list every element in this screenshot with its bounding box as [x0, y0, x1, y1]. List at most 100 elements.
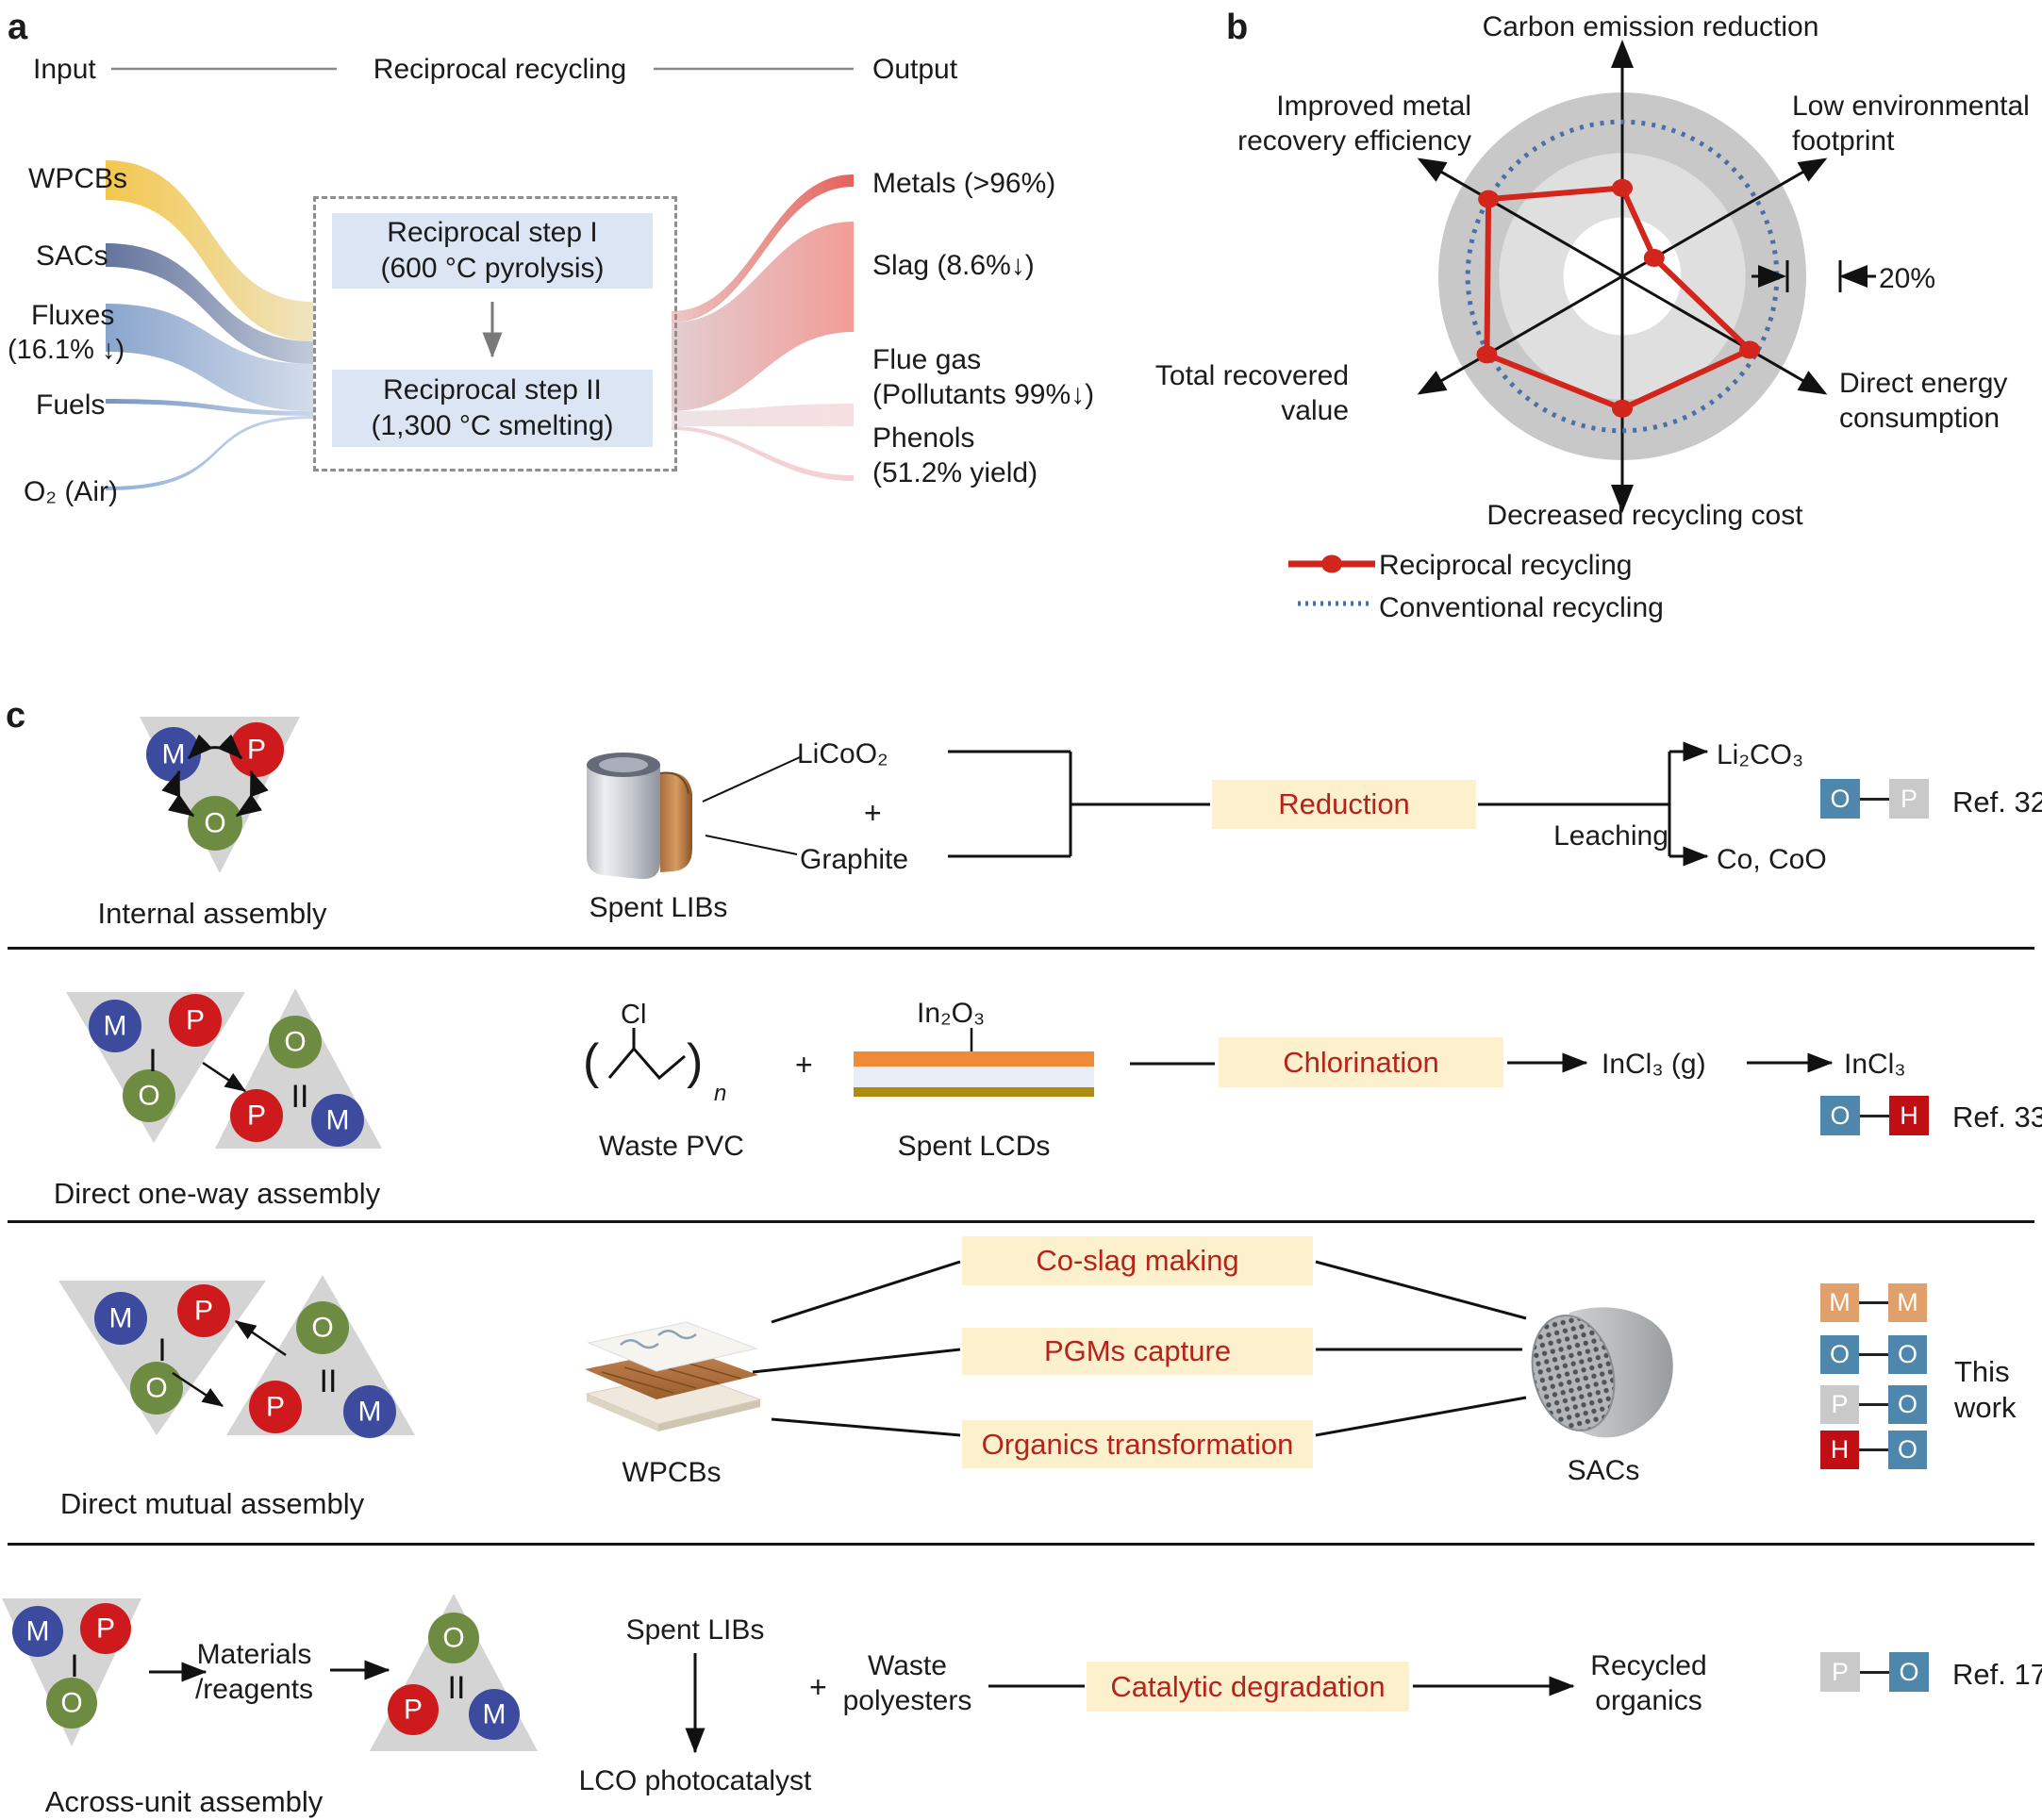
panel-a-label: a [8, 8, 28, 47]
element-square-p: P [1820, 1652, 1860, 1692]
assembly-label-across-unit: Across-unit assembly [44, 1785, 324, 1818]
bond-line [1859, 1448, 1888, 1451]
bond-pair-row4: P O [1820, 1652, 1929, 1692]
svg-text:P: P [194, 1296, 213, 1327]
spent-libs-battery-icon [587, 753, 692, 880]
node-m-letter: M [162, 739, 186, 770]
output-label-metals: Metals (>96%) [872, 168, 1056, 199]
leaching-label: Leaching [1553, 820, 1668, 852]
row-separator-3 [8, 1543, 2034, 1546]
graphite-pointer [705, 835, 798, 855]
plus-row2: + [795, 1048, 813, 1082]
input-label-fuels: Fuels [36, 389, 106, 421]
element-square-o: O [1820, 1335, 1859, 1374]
axis-direct-energy: Direct energy consumption [1839, 368, 2008, 434]
waste-polyesters-label: Waste polyesters [842, 1650, 972, 1716]
incl3-label: InCl₃ [1844, 1049, 1906, 1080]
axis-improved-metal: Improved metal recovery efficiency [1237, 91, 1471, 157]
svg-text:M: M [483, 1699, 506, 1730]
this-work-label: This work [1954, 1355, 2017, 1424]
licoo2-label: LiCoO₂ [797, 738, 888, 769]
pvc-backbone [607, 1046, 686, 1081]
incl3-gas-label: InCl₃ (g) [1602, 1049, 1706, 1080]
bond-pair-row1: O P [1820, 779, 1929, 819]
pvc-paren-right: ) [687, 1034, 704, 1089]
axis-carbon-emission: Carbon emission reduction [1482, 11, 1819, 42]
bond-line [1859, 1403, 1888, 1406]
plus-row4: + [809, 1670, 827, 1704]
header-output: Output [872, 54, 958, 85]
step2-line1: Reciprocal step II [383, 374, 602, 405]
bond-pair-po: P O [1820, 1385, 1927, 1424]
internal-assembly-triangle: M P O [140, 717, 300, 873]
element-square-o: O [1888, 1385, 1927, 1424]
element-square-m: M [1820, 1283, 1859, 1322]
chlorination-process-box: Chlorination [1219, 1037, 1503, 1087]
flow-wpcbs [106, 160, 313, 341]
element-square-p: P [1820, 1385, 1859, 1424]
header-title: Reciprocal recycling [373, 54, 627, 85]
header-input: Input [33, 54, 96, 85]
bond-pair-mm: M M [1820, 1283, 1927, 1322]
spent-lcds-icon [854, 1051, 1094, 1097]
svg-text:II: II [320, 1364, 338, 1399]
wpcb-sac-connectors [752, 1260, 1527, 1437]
spent-lcds-label: Spent LCDs [897, 1131, 1051, 1162]
pvc-subscript-n: n [714, 1081, 727, 1106]
scale-marker-label: 20% [1879, 263, 1936, 294]
element-square-o: O [1820, 1096, 1860, 1135]
output-sub-flue: (Pollutants 99%↓) [872, 379, 1095, 410]
step1-box: Reciprocal step I (600 °C pyrolysis) [332, 213, 653, 289]
lco-photocatalyst-label: LCO photocatalyst [578, 1765, 812, 1796]
co-slag-label: Co-slag making [1036, 1244, 1239, 1277]
flow-flue-gas [672, 404, 854, 426]
node-o-letter: O [204, 808, 225, 839]
spent-libs-label: Spent LIBs [589, 892, 728, 923]
catalytic-label: Catalytic degradation [1110, 1669, 1386, 1703]
svg-text:I: I [70, 1648, 78, 1684]
mutual-assembly-triangles: M P O O P M I II [58, 1275, 415, 1438]
reciprocal-process-box [313, 196, 677, 472]
svg-text:O: O [60, 1688, 82, 1719]
node-m [146, 727, 201, 782]
bond-pair-ho: H O [1820, 1431, 1927, 1469]
mutual-arrow-up [234, 1319, 287, 1357]
svg-text:M: M [109, 1303, 133, 1334]
sacs-icon [1531, 1307, 1673, 1438]
row-separator-1 [8, 947, 2034, 950]
ref-32: Ref. 32 [1952, 786, 2042, 819]
internal-cycle-arrows [161, 734, 269, 818]
radar-plot-area [1417, 40, 1828, 513]
co-slag-process-box: Co-slag making [962, 1236, 1313, 1285]
reduction-label: Reduction [1278, 787, 1410, 820]
element-square-h: H [1889, 1096, 1929, 1135]
input-label-o2: O₂ (Air) [24, 476, 118, 507]
wpcbs-icon [585, 1321, 762, 1431]
mutual-arrow-down [172, 1371, 224, 1408]
output-label-phenols: Phenols [872, 422, 975, 454]
catalytic-process-box: Catalytic degradation [1087, 1662, 1409, 1712]
step2-line2: (1,300 °C smelting) [371, 410, 614, 441]
element-square-o: O [1888, 1431, 1927, 1469]
ref-33: Ref. 33 [1952, 1100, 2042, 1133]
svg-text:II: II [448, 1670, 466, 1706]
waste-pvc-label: Waste PVC [599, 1131, 744, 1162]
li2co3-label: Li₂CO₃ [1717, 739, 1804, 770]
organics-label: Organics transformation [981, 1427, 1294, 1461]
lcd-layer-ito [854, 1051, 1094, 1067]
co-coo-label: Co, CoO [1717, 844, 1827, 875]
materials-reagents-label: Materials /reagents [194, 1639, 314, 1705]
wpcbs-label: WPCBs [622, 1457, 722, 1488]
panel-c-label: c [6, 696, 26, 736]
svg-text:M: M [326, 1105, 350, 1136]
node-o [188, 796, 242, 851]
licoo2-pointer [702, 756, 801, 802]
svg-text:P: P [186, 1005, 205, 1036]
svg-text:P: P [96, 1613, 115, 1645]
pgms-label: PGMs capture [1043, 1334, 1232, 1367]
recycled-organics-label: Recycled organics [1590, 1650, 1707, 1716]
element-square-h: H [1820, 1431, 1859, 1469]
svg-text:O: O [284, 1027, 306, 1058]
bond-line [1859, 1353, 1888, 1356]
